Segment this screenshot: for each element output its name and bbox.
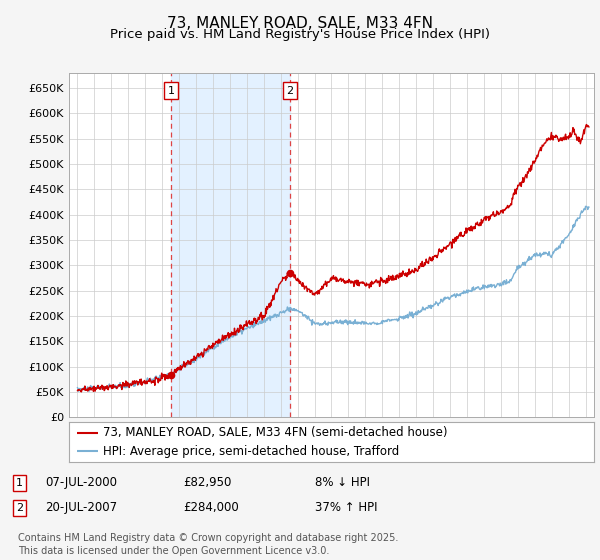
- Text: 73, MANLEY ROAD, SALE, M33 4FN (semi-detached house): 73, MANLEY ROAD, SALE, M33 4FN (semi-det…: [103, 426, 448, 439]
- Text: 20-JUL-2007: 20-JUL-2007: [45, 501, 117, 515]
- Text: 2: 2: [16, 503, 23, 513]
- Text: 1: 1: [167, 86, 175, 96]
- Text: 07-JUL-2000: 07-JUL-2000: [45, 476, 117, 489]
- Bar: [171, 73, 290, 417]
- Text: Contains HM Land Registry data © Crown copyright and database right 2025.
This d: Contains HM Land Registry data © Crown c…: [18, 533, 398, 556]
- Text: 1: 1: [16, 478, 23, 488]
- Text: 37% ↑ HPI: 37% ↑ HPI: [315, 501, 377, 515]
- Text: 2: 2: [286, 86, 293, 96]
- Text: £284,000: £284,000: [183, 501, 239, 515]
- Text: £82,950: £82,950: [183, 476, 232, 489]
- Text: 8% ↓ HPI: 8% ↓ HPI: [315, 476, 370, 489]
- Text: HPI: Average price, semi-detached house, Trafford: HPI: Average price, semi-detached house,…: [103, 445, 400, 458]
- Text: 73, MANLEY ROAD, SALE, M33 4FN: 73, MANLEY ROAD, SALE, M33 4FN: [167, 16, 433, 31]
- Text: Price paid vs. HM Land Registry's House Price Index (HPI): Price paid vs. HM Land Registry's House …: [110, 28, 490, 41]
